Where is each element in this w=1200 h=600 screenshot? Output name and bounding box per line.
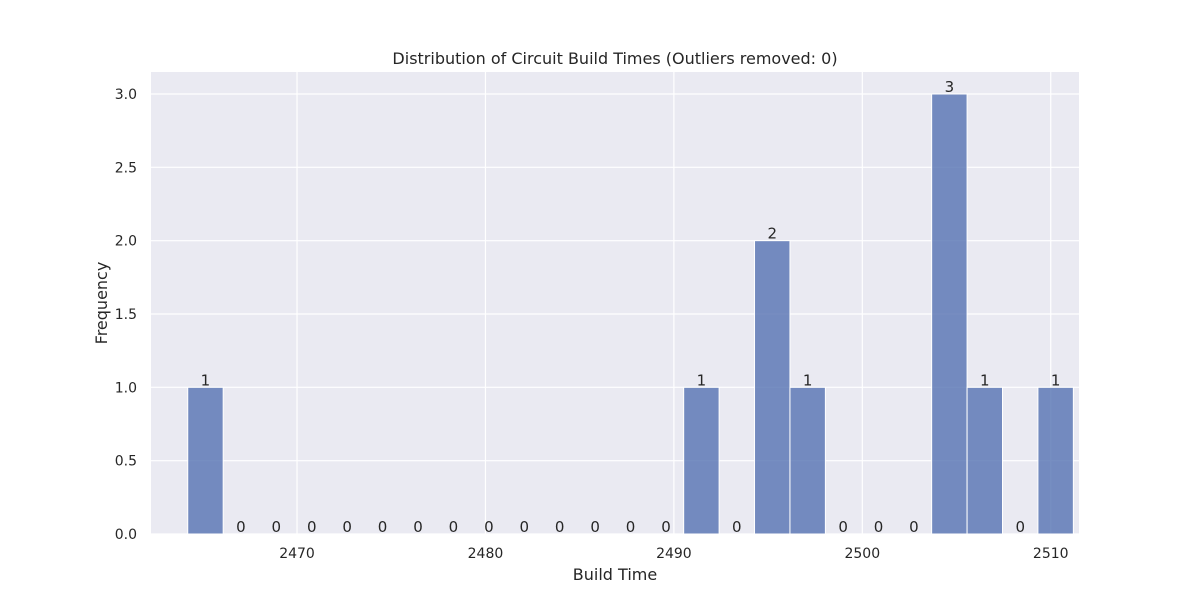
y-tick-label: 2.0 <box>115 234 137 250</box>
x-tick-label: 2510 <box>1033 546 1069 562</box>
bar-value-label: 1 <box>1051 371 1061 389</box>
bar-value-label: 0 <box>272 518 282 536</box>
bar-value-label: 2 <box>767 225 777 243</box>
y-axis-label: Frequency <box>92 262 111 345</box>
bar-value-label: 1 <box>697 371 707 389</box>
histogram-bar <box>754 240 791 535</box>
bar-value-label: 0 <box>413 518 423 536</box>
y-tick-label: 2.5 <box>115 160 137 176</box>
x-tick-label: 2500 <box>844 546 880 562</box>
bar-value-label: 0 <box>732 518 742 536</box>
bar-value-label: 0 <box>838 518 848 536</box>
x-axis-label: Build Time <box>573 565 657 584</box>
histogram-bar <box>931 93 968 535</box>
bar-value-label: 0 <box>307 518 317 536</box>
y-axis-ticks: 0.0 0.5 1.0 1.5 2.0 2.5 3.0 <box>115 87 137 543</box>
bar-value-label: 1 <box>201 371 211 389</box>
bar-value-label: 0 <box>590 518 600 536</box>
y-tick-label: 1.0 <box>115 380 137 396</box>
x-axis-ticks: 2470 2480 2490 2500 2510 <box>279 546 1068 562</box>
y-tick-label: 3.0 <box>115 87 137 103</box>
x-tick-label: 2480 <box>468 546 504 562</box>
bar-value-label: 0 <box>555 518 565 536</box>
bar-value-label: 0 <box>1015 518 1025 536</box>
bar-value-label: 0 <box>449 518 459 536</box>
y-tick-label: 0.0 <box>115 527 137 543</box>
histogram-bar <box>789 386 826 535</box>
plot-background <box>151 72 1079 534</box>
x-tick-label: 2490 <box>656 546 692 562</box>
histogram-bar <box>966 386 1003 535</box>
bar-value-label: 0 <box>378 518 388 536</box>
bar-value-label: 0 <box>909 518 919 536</box>
bar-value-label: 0 <box>661 518 671 536</box>
bar-value-label: 1 <box>803 371 813 389</box>
histogram-bar <box>683 386 720 535</box>
x-tick-label: 2470 <box>279 546 315 562</box>
y-tick-label: 1.5 <box>115 307 137 323</box>
bar-value-label: 0 <box>626 518 636 536</box>
chart-title: Distribution of Circuit Build Times (Out… <box>392 49 837 68</box>
histogram-bar <box>187 386 224 535</box>
histogram-bar <box>1037 386 1074 535</box>
bar-value-label: 0 <box>236 518 246 536</box>
bar-value-label: 0 <box>874 518 884 536</box>
bar-value-label: 0 <box>484 518 494 536</box>
bar-value-labels: 1 0 0 0 0 0 0 0 0 0 0 0 0 0 1 0 2 1 0 0 0 3 1 0 1 <box>201 78 1061 536</box>
bar-value-label: 3 <box>945 78 955 96</box>
bar-value-label: 0 <box>342 518 352 536</box>
histogram-bars <box>187 93 1074 535</box>
bar-value-label: 1 <box>980 371 990 389</box>
bar-value-label: 0 <box>519 518 529 536</box>
grid-lines <box>151 72 1079 535</box>
y-tick-label: 0.5 <box>115 454 137 470</box>
